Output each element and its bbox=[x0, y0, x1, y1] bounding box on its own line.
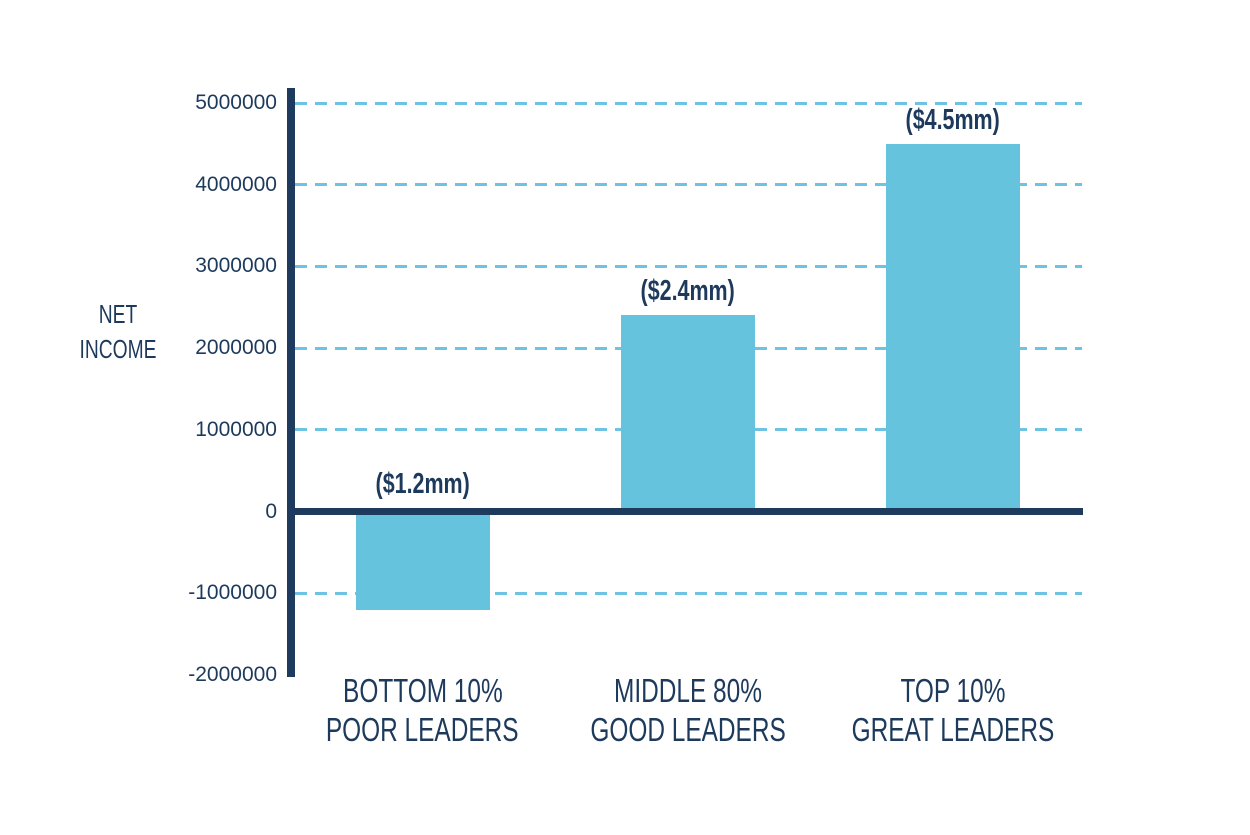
y-tick-label: 0 bbox=[265, 499, 277, 523]
bar-value-label: ($4.5mm) bbox=[843, 104, 1063, 137]
y-tick-label: -1000000 bbox=[188, 581, 277, 605]
bar-value-text: ($2.4mm) bbox=[640, 275, 736, 308]
x-category-line1: MIDDLE 80% bbox=[614, 672, 762, 709]
x-category-label: TOP 10% GREAT LEADERS bbox=[793, 671, 1113, 749]
gridline bbox=[295, 101, 1082, 105]
bar-value-text: ($1.2mm) bbox=[375, 468, 470, 500]
x-category-line2: GREAT LEADERS bbox=[851, 711, 1054, 748]
bar-value-text: ($4.5mm) bbox=[905, 103, 1000, 136]
x-category-line1: TOP 10% bbox=[900, 672, 1005, 709]
x-category-line2: POOR LEADERS bbox=[326, 711, 519, 748]
y-tick-label: 2000000 bbox=[195, 336, 277, 360]
bar-2 bbox=[621, 315, 755, 508]
y-tick-label: 1000000 bbox=[195, 417, 277, 441]
y-tick-label: 5000000 bbox=[195, 91, 277, 114]
bar-3 bbox=[885, 143, 1020, 508]
gridline bbox=[295, 264, 1082, 268]
y-tick-label: 3000000 bbox=[195, 254, 277, 278]
y-axis-line bbox=[287, 88, 295, 677]
y-axis-title-line2: INCOME bbox=[79, 334, 157, 364]
x-category-line2: GOOD LEADERS bbox=[590, 711, 786, 748]
bar-value-label: ($1.2mm) bbox=[313, 468, 533, 501]
x-category-line1: BOTTOM 10% bbox=[342, 672, 503, 709]
y-axis-title: NET INCOME bbox=[53, 297, 183, 367]
bar-1 bbox=[355, 515, 490, 610]
x-category-label: MIDDLE 80% GOOD LEADERS bbox=[528, 671, 848, 749]
gridline bbox=[295, 591, 1082, 595]
y-tick-label: 4000000 bbox=[195, 172, 277, 196]
y-axis-title-line1: NET bbox=[98, 299, 138, 329]
x-axis-zero-line bbox=[287, 508, 1083, 515]
y-tick-label: -2000000 bbox=[188, 662, 277, 686]
gridline bbox=[295, 183, 1082, 187]
bar-value-label: ($2.4mm) bbox=[578, 275, 798, 308]
x-category-label: BOTTOM 10% POOR LEADERS bbox=[263, 671, 583, 749]
